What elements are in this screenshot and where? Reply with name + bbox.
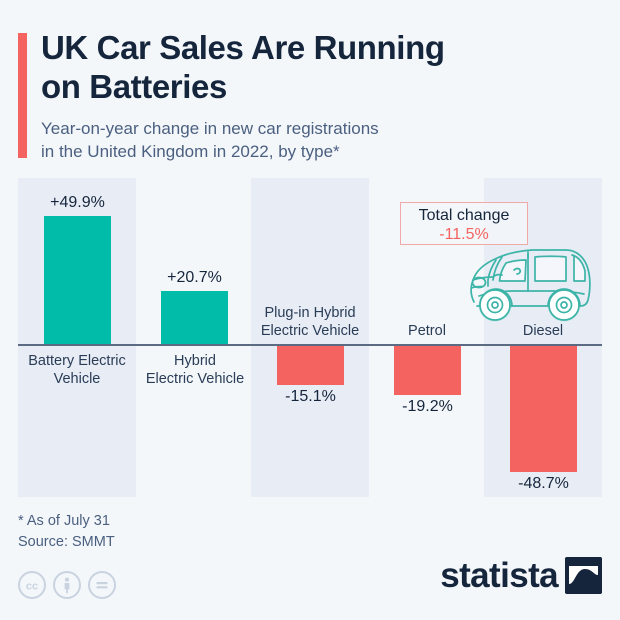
bar-chart: +49.9% +20.7% -15.1% -19.2% -48.7% Batte… [0,178,620,503]
footer: * As of July 31 Source: SMMT cc statista [0,503,620,620]
total-change-value: -11.5% [439,226,489,244]
bar-diesel [510,346,577,472]
total-change-label: Total change [418,207,510,224]
bar-value-plug-in-hybrid-electric-vehicle: -15.1% [285,388,336,405]
bar-hybrid-electric-vehicle [161,291,228,344]
total-change-callout: Total change -11.5% [400,202,528,245]
category-label-petrol: Petrol [408,323,446,339]
column-band [251,178,369,497]
header: UK Car Sales Are Running on Batteries Ye… [0,0,620,178]
attribution-person-icon[interactable] [53,571,81,599]
statista-logo-mark [565,557,602,594]
statista-logo[interactable]: statista [440,557,602,594]
bar-value-petrol: -19.2% [402,398,453,415]
page-title: UK Car Sales Are Running on Batteries [41,29,445,105]
footnote-and-source: * As of July 31 Source: SMMT [18,513,115,551]
category-label-battery-electric-vehicle: Battery Electric Vehicle [28,353,126,388]
no-derivatives-equals-icon[interactable] [88,571,116,599]
zero-axis-line [18,344,602,346]
creative-commons-icons: cc [18,571,116,599]
bar-battery-electric-vehicle [44,216,111,344]
statista-wordmark: statista [440,556,558,595]
svg-text:cc: cc [26,581,38,593]
category-label-plug-in-hybrid-electric-vehicle: Plug-in Hybrid Electric Vehicle [260,305,360,340]
bar-petrol [394,346,461,395]
category-label-hybrid-electric-vehicle: Hybrid Electric Vehicle [145,353,245,388]
title-accent-bar [18,33,27,158]
bar-value-battery-electric-vehicle: +49.9% [50,194,105,211]
bar-plug-in-hybrid-electric-vehicle [277,346,344,385]
creative-commons-icon[interactable]: cc [18,571,46,599]
car-illustration [470,249,591,322]
category-label-diesel: Diesel [522,323,564,339]
bar-value-hybrid-electric-vehicle: +20.7% [167,269,222,286]
bar-value-diesel: -48.7% [518,475,569,492]
page-subtitle: Year-on-year change in new car registrat… [41,119,379,161]
